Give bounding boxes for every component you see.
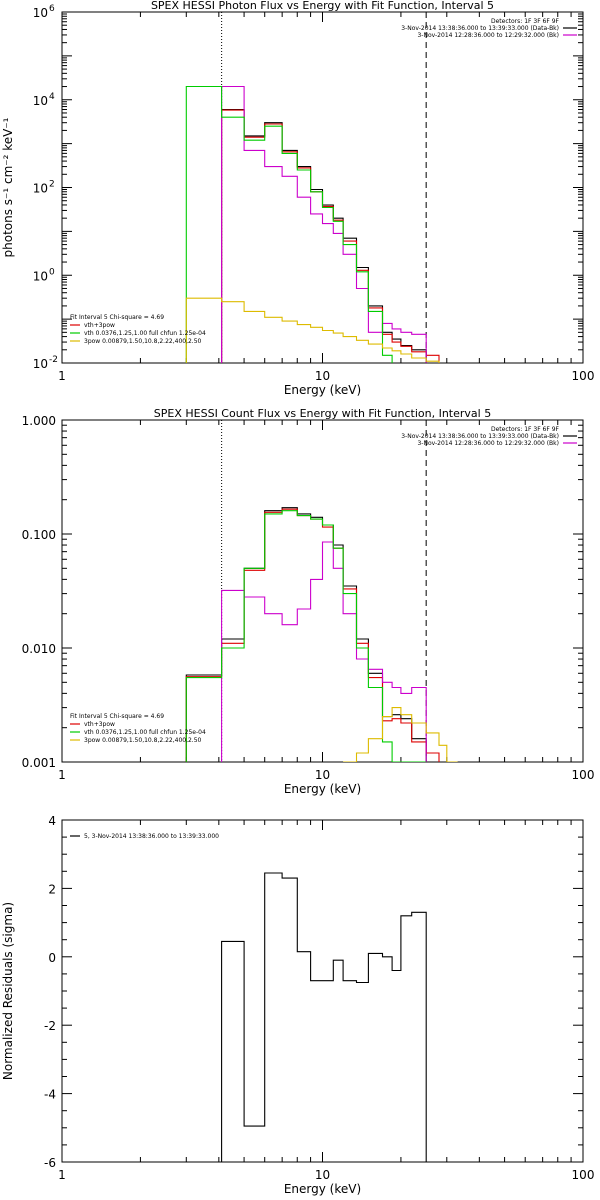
legend-entry: vth+3pow [84,721,115,728]
panel-2: 1 10 100 0.001 0.010 0.100 1.000 SPEX HESSI Cou… [22,407,595,796]
panel-3: 1 10 100 -6 -4 -2 0 2 4 Energy (keV) Normalized Re… [1,814,594,1196]
series-1-line [221,872,427,1162]
y-tick-label: 10 [33,269,48,283]
y-axis-label: Normalized Residuals (sigma) [1,902,15,1080]
series-4-line [185,510,427,762]
plot-frame [61,11,584,364]
x-tick-label: 100 [572,369,595,383]
y-tick-label: 2 [48,882,56,896]
y-tick-label: 0.010 [22,642,56,656]
y-tick-label: 10 [33,94,48,108]
y-tick-label-exponent: 0 [49,267,55,277]
legend-entry: 3pow 0.00879,1.50,10.8,2.22,400,2.50 [84,737,202,744]
plot-frame [61,419,584,763]
y-tick-label: 10 [33,6,48,20]
y-tick-label: 4 [48,814,56,828]
x-axis-label: Energy (keV) [284,1182,361,1196]
y-tick-label: 0.001 [22,756,56,770]
y-tick-label: -4 [44,1088,56,1102]
y-tick-label-exponent: 2 [49,180,55,190]
legend-entry: 3pow 0.00879,1.50,10.8,2.22,400,2.50 [84,338,202,345]
y-tick-label: 10 [33,182,48,196]
x-axis-label: Energy (keV) [284,782,361,796]
legend-entry: 3-Nov-2014 12:28:36.000 to 12:29:32.000 … [417,32,559,39]
y-tick-label: 1.000 [22,414,56,428]
series-group [185,85,448,363]
legend-entry: 3-Nov-2014 12:28:36.000 to 12:29:32.000 … [417,440,559,447]
x-tick-label: 10 [315,369,330,383]
legend-entry: vth 0.0376,1.25,1.00 full chfun 1.25e-04 [84,330,206,337]
legend-entry: Detectors: 1F 3F 6F 9F [491,18,560,25]
y-tick-label: 10 [33,357,48,371]
y-tick-label: -6 [44,1156,56,1170]
series-group [221,872,427,1162]
legend-entry: vth+3pow [84,322,115,329]
y-tick-label: -2 [44,1019,56,1033]
chart-title: SPEX HESSI Photon Flux vs Energy with Fi… [151,0,494,12]
series-5-line [343,707,458,762]
y-tick-label-exponent: 4 [49,92,55,102]
series-3-line [221,85,427,363]
series-3-line [221,541,427,762]
y-tick-label: 0 [48,951,56,965]
legend-entry: 3-Nov-2014 13:38:36.000 to 13:39:33.000 … [401,25,559,32]
chart-title: SPEX HESSI Count Flux vs Energy with Fit… [154,407,491,420]
legend-entry: Fit Interval 5 Chi-square = 4.69 [70,713,164,720]
x-tick-label: 10 [315,768,330,782]
x-tick-label: 1 [58,369,66,383]
legend-entry: Detectors: 1F 3F 6F 9F [491,426,560,433]
y-tick-label: 0.100 [22,528,56,542]
legend-entry: vth 0.0376,1.25,1.00 full chfun 1.25e-04 [84,729,206,736]
plot-frame [61,819,584,1163]
series-4-line [185,85,427,363]
series-5-line [185,297,448,363]
series-1-line [221,108,427,363]
legend-entry: 5, 3-Nov-2014 13:38:36.000 to 13:39:33.0… [84,833,219,840]
series-2-line [221,109,440,363]
series-1-line [185,507,427,762]
series-group [185,507,458,762]
legend-entry: Fit Interval 5 Chi-square = 4.69 [70,314,164,321]
y-tick-label-exponent: 6 [49,4,55,14]
y-axis-label: photons s⁻¹ cm⁻² keV⁻¹ [1,117,15,257]
x-tick-label: 10 [315,1168,330,1182]
x-tick-label: 1 [58,768,66,782]
x-axis-label: Energy (keV) [284,383,361,397]
series-2-line [185,508,440,762]
x-tick-label: 100 [572,1168,595,1182]
x-tick-label: 100 [572,768,595,782]
y-tick-label-exponent: -2 [49,355,58,365]
legend-entry: 3-Nov-2014 13:38:36.000 to 13:39:33.000 … [401,433,559,440]
x-tick-label: 1 [58,1168,66,1182]
